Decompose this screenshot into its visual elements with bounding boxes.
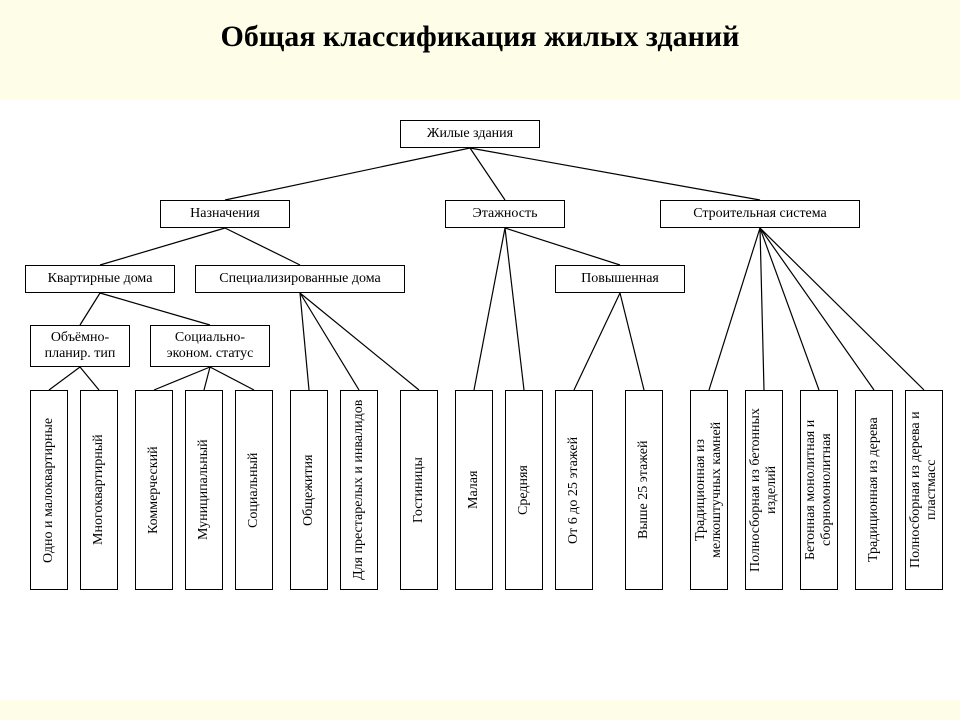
leaf-14: Полносборная из бетонных изделий [745,390,783,590]
leaf-8: Гостиницы [400,390,438,590]
leaf-10: Средняя [505,390,543,590]
leaf-4: Муниципальный [185,390,223,590]
leaf-12: Выше 25 этажей [625,390,663,590]
node-social-status: Социально-эконом. статус [150,325,270,367]
leaf-2: Многоквартирный [80,390,118,590]
leaf-1: Одно и малоквартирные [30,390,68,590]
leaf-11: От 6 до 25 этажей [555,390,593,590]
leaf-7: Для престарелых и инвалидов [340,390,378,590]
node-high-rise: Повышенная [555,265,685,293]
node-root: Жилые здания [400,120,540,148]
node-storeys: Этажность [445,200,565,228]
node-apartment: Квартирные дома [25,265,175,293]
leaf-5: Социальный [235,390,273,590]
classification-diagram: Жилые здания Назначения Этажность Строит… [0,100,960,700]
leaf-16: Традиционная из дерева [855,390,893,590]
page-title: Общая классификация жилых зданий [0,20,960,54]
node-construction: Строительная система [660,200,860,228]
node-purpose: Назначения [160,200,290,228]
node-specialized: Специализированные дома [195,265,405,293]
leaf-9: Малая [455,390,493,590]
node-volume-type: Объёмно-планир. тип [30,325,130,367]
leaf-13: Традиционная из мелкоштучных камней [690,390,728,590]
leaf-3: Коммерческий [135,390,173,590]
leaf-6: Общежития [290,390,328,590]
leaf-17: Полносборная из дерева и пластмасс [905,390,943,590]
leaf-15: Бетонная монолитная и сборномонолитная [800,390,838,590]
